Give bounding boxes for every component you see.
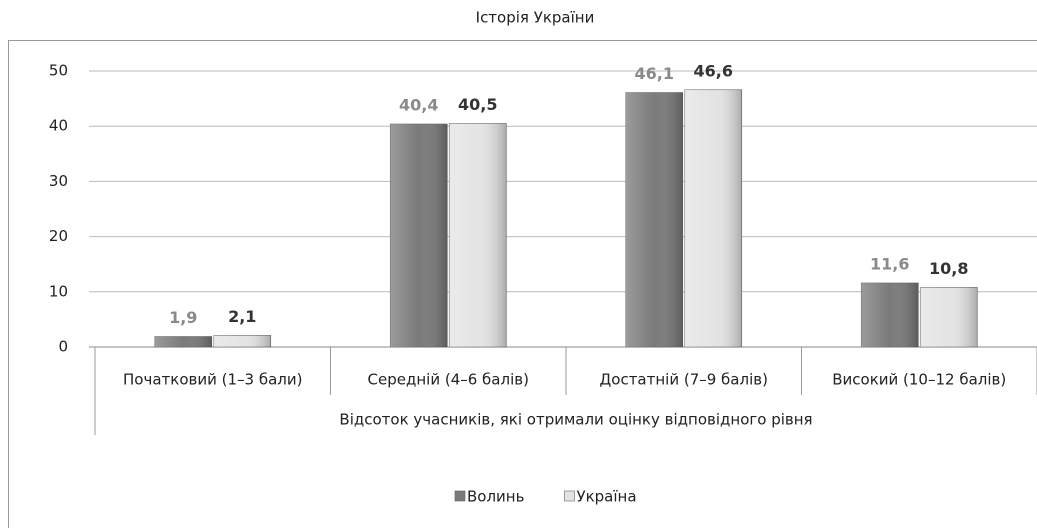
x-tick-label: Початковий (1–3 бали) (123, 371, 302, 389)
y-tick-label: 50 (49, 62, 68, 80)
legend-swatch (564, 490, 575, 502)
chart-title: Історія України (476, 9, 595, 27)
chart-border (8, 40, 1037, 528)
value-label: 46,6 (694, 61, 733, 80)
legend-label: Волинь (467, 488, 524, 506)
value-label: 11,6 (870, 254, 909, 273)
bar (919, 287, 978, 348)
legend-swatch (454, 490, 466, 502)
value-label: 40,4 (399, 95, 438, 114)
x-tick-label: Високий (10–12 балів) (832, 371, 1006, 389)
bar (860, 282, 919, 348)
bar (213, 335, 272, 348)
value-label: 1,9 (169, 308, 197, 327)
legend-label: Україна (576, 488, 636, 506)
y-tick-label: 0 (58, 338, 68, 356)
bar (154, 336, 213, 348)
bar (684, 89, 743, 348)
y-tick-label: 30 (49, 172, 68, 190)
x-axis-label: Відсоток учасників, які отримали оцінку … (339, 411, 812, 429)
x-tick-label: Достатній (7–9 балів) (600, 371, 768, 389)
value-label: 46,1 (635, 64, 674, 83)
y-tick-label: 40 (49, 117, 68, 135)
value-label: 2,1 (228, 307, 256, 326)
value-label: 40,5 (458, 95, 497, 114)
y-tick-label: 20 (49, 227, 68, 245)
y-tick-label: 10 (49, 282, 68, 300)
value-label: 10,8 (929, 259, 968, 278)
x-tick-label: Середній (4–6 балів) (368, 371, 529, 389)
bar (389, 123, 448, 348)
bar (625, 92, 684, 348)
bar (448, 123, 507, 348)
